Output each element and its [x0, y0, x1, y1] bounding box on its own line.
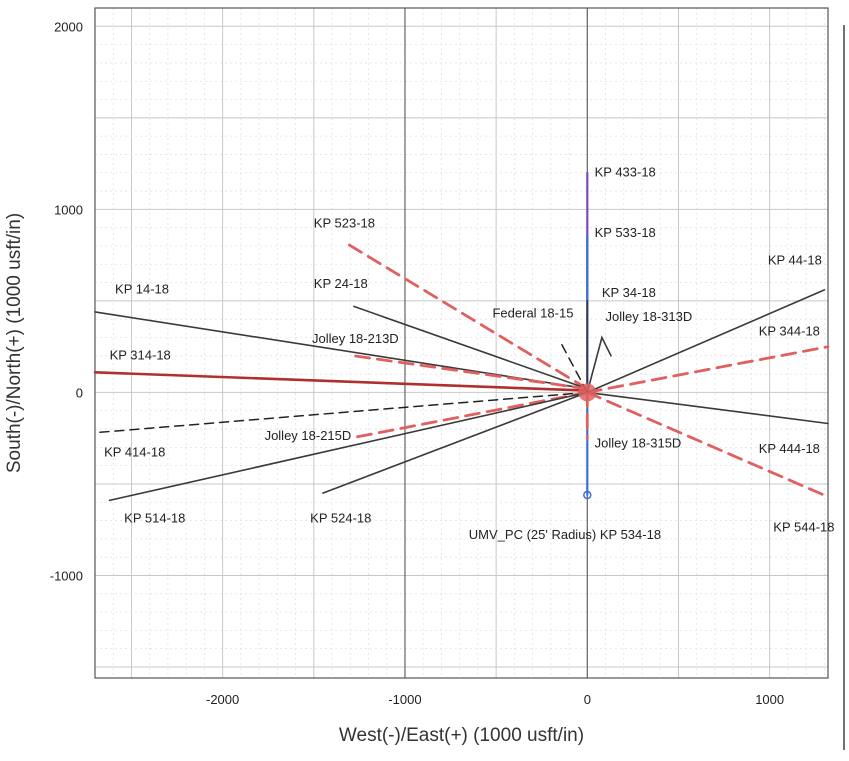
well-path-line: [94, 391, 589, 434]
well-path-line: [559, 340, 589, 394]
well-label: KP 344-18: [759, 324, 820, 339]
x-tick-label: 0: [584, 692, 591, 707]
well-label: Jolley 18-215D: [265, 428, 352, 443]
well-label: KP 444-18: [759, 441, 820, 456]
plot-frame: [94, 7, 829, 679]
well-label: KP 314-18: [110, 347, 171, 362]
x-axis-title: West(-)/East(+) (1000 usft/in): [339, 725, 584, 746]
well-path-line: [108, 391, 589, 502]
well-label: UMV_PC (25' Radius) KP 534-18: [469, 527, 661, 542]
y-axis-title: South(-)/North(+) (1000 usft/in): [4, 213, 25, 473]
y-tick-label: 0: [76, 385, 83, 400]
well-label: KP 34-18: [602, 285, 656, 300]
well-label: KP 24-18: [314, 276, 368, 291]
well-label: KP 524-18: [310, 510, 371, 525]
well-label: KP 533-18: [595, 225, 656, 240]
well-label: Jolley 18-315D: [595, 435, 682, 450]
series-layer: [93, 171, 830, 502]
grid: [94, 7, 828, 678]
y-tick-label: 1000: [54, 202, 83, 217]
well-label: Federal 18-15: [492, 305, 573, 320]
well-label: KP 414-18: [104, 444, 165, 459]
tick-labels: -2000 -1000 0 1000 2000 1000 0 -1000: [50, 19, 784, 707]
well-path-line: [348, 390, 589, 440]
well-path-line: [585, 390, 830, 499]
pad-marker: [578, 383, 597, 402]
well-path-line: [353, 305, 589, 390]
well-path-line: [93, 370, 589, 392]
well-label: KP 44-18: [768, 252, 822, 267]
well-path-line: [586, 391, 829, 425]
well-label: KP 523-18: [314, 216, 375, 231]
target-marker: [583, 490, 592, 500]
well-path-line: [94, 311, 589, 390]
well-label: Jolley 18-213D: [312, 331, 399, 346]
y-tick-label: 2000: [54, 19, 83, 34]
well-labels: KP 433-18 KP 533-18 KP 34-18 KP 523-18 KP 24…: [104, 164, 834, 541]
well-label: Jolley 18-313D: [606, 309, 693, 324]
well-path-line: [322, 391, 589, 494]
well-path-line: [343, 240, 589, 391]
well-path-line: [585, 345, 830, 394]
well-path-line: [586, 335, 612, 394]
well-path-line: [586, 289, 826, 394]
well-label: KP 514-18: [124, 510, 185, 525]
x-tick-label: -1000: [388, 692, 421, 707]
x-tick-label: 1000: [755, 692, 784, 707]
well-path-line: [352, 354, 589, 391]
well-label: KP 433-18: [595, 164, 656, 179]
well-label: KP 14-18: [115, 282, 169, 297]
well-label: KP 544-18: [773, 520, 834, 535]
y-tick-label: -1000: [50, 568, 83, 583]
x-tick-label: -2000: [206, 692, 239, 707]
